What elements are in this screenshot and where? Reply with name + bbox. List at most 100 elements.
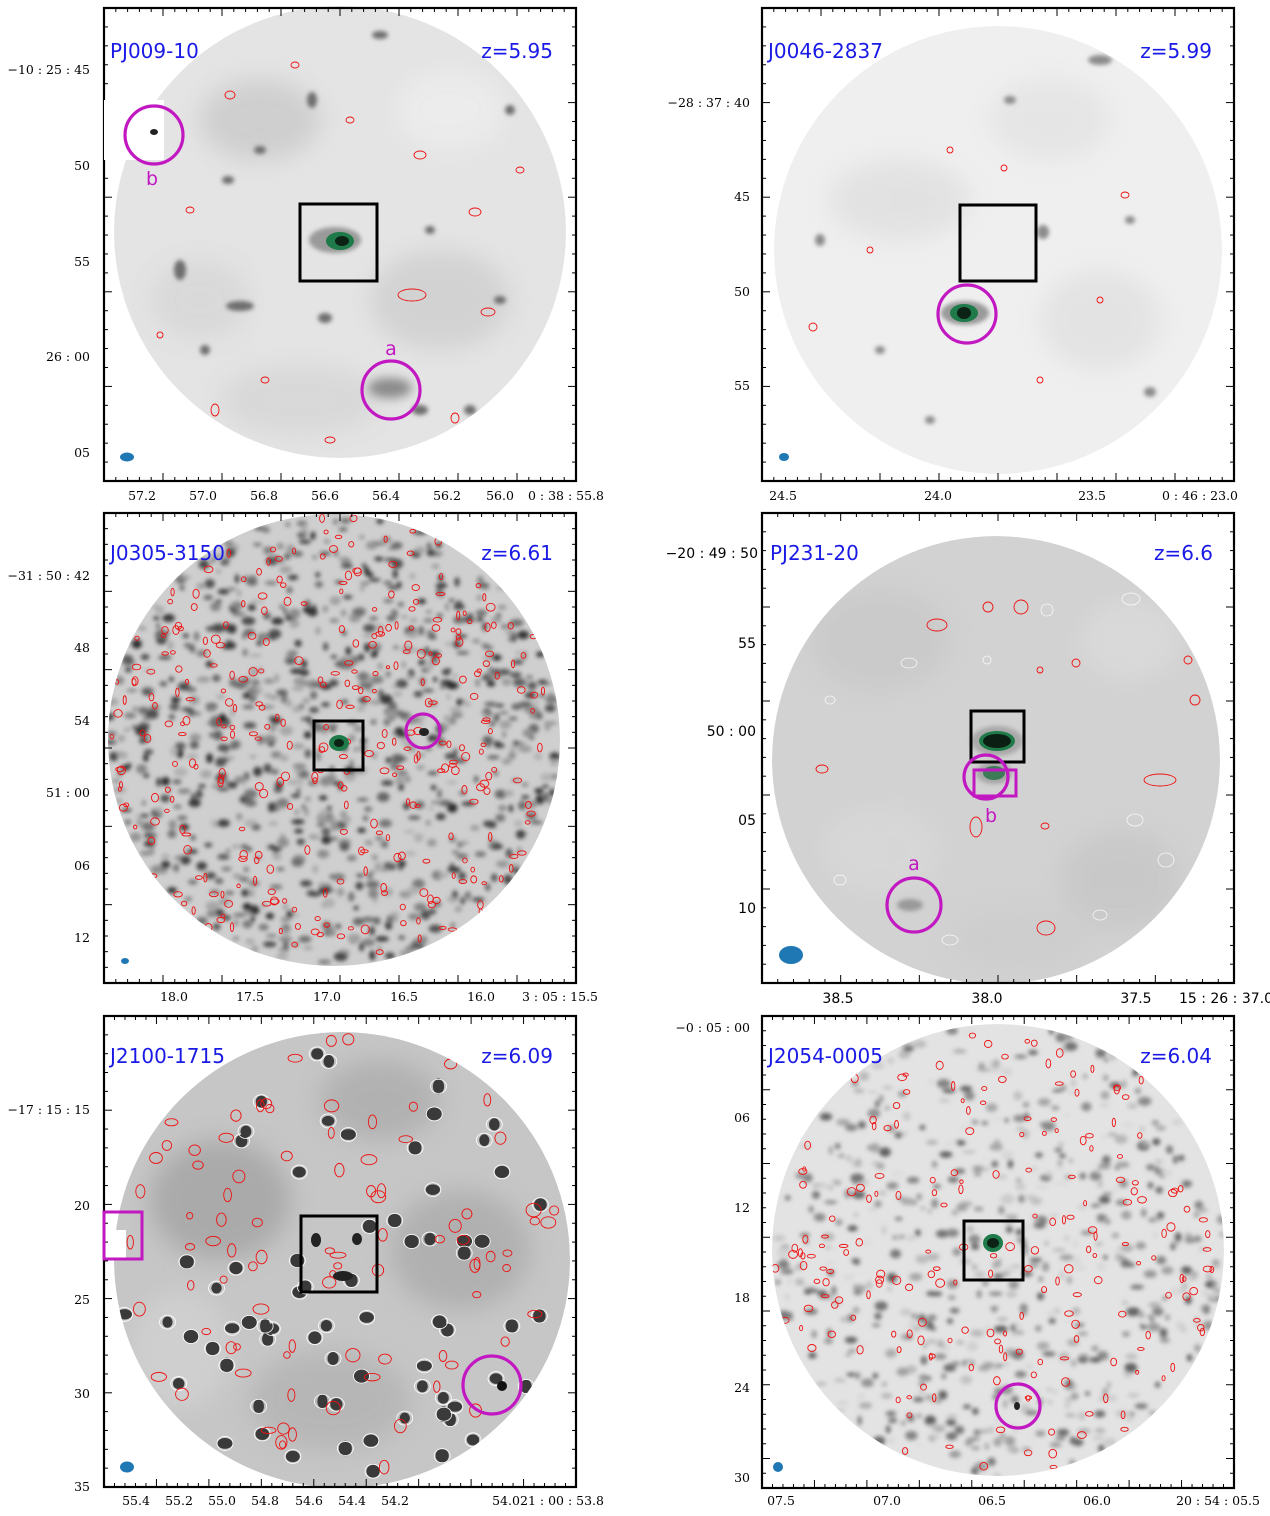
- negative-contour: [252, 875, 258, 886]
- negative-contour: [827, 1330, 836, 1339]
- noise-speckle: [198, 784, 206, 789]
- noise-speckle: [212, 922, 221, 931]
- noise-speckle: [902, 1375, 909, 1380]
- noise-speckle: [334, 923, 342, 929]
- noise-speckle: [1070, 1078, 1076, 1088]
- negative-contour: [225, 1341, 237, 1355]
- noise-speckle: [393, 691, 403, 697]
- noise-speckle: [476, 616, 484, 622]
- negative-contour: [391, 737, 397, 746]
- negative-contour: [1121, 1241, 1129, 1247]
- noise-speckle: [984, 1442, 990, 1451]
- noise-speckle: [1098, 1195, 1111, 1205]
- noise-speckle: [453, 748, 458, 755]
- negative-contour: [408, 625, 414, 631]
- noise-speckle: [370, 719, 377, 725]
- noise-speckle: [314, 581, 324, 588]
- noise-speckle: [964, 1090, 975, 1101]
- noise-speckle: [481, 712, 490, 717]
- x-tick-label: 54.6: [295, 1493, 323, 1508]
- negative-contour: [906, 1329, 913, 1339]
- noise-speckle: [1004, 1118, 1009, 1123]
- negative-contour: [376, 741, 385, 750]
- negative-contour: [482, 717, 491, 722]
- noise-speckle: [1125, 1353, 1138, 1360]
- noise-speckle: [131, 639, 142, 649]
- negative-contour: [813, 1278, 821, 1284]
- noise-speckle: [1094, 1241, 1104, 1247]
- noise-speckle: [903, 1045, 914, 1052]
- noise-speckle: [427, 838, 437, 847]
- noise-speckle: [196, 678, 209, 684]
- noise-speckle: [894, 1217, 903, 1221]
- negative-contour: [219, 1275, 228, 1284]
- companion-label-a: a: [908, 853, 920, 875]
- noise-speckle: [495, 703, 505, 708]
- negative-contour: [929, 1176, 936, 1184]
- negative-contour: [180, 900, 188, 907]
- noise-speckle: [226, 587, 237, 592]
- noise-speckle: [249, 653, 262, 658]
- noise-speckle: [450, 922, 456, 928]
- negative-contour: [979, 1461, 989, 1471]
- noise-speckle: [834, 1142, 841, 1150]
- negative-contour: [311, 771, 319, 782]
- x-tick-label: 38.5: [822, 991, 853, 1007]
- negative-contour: [494, 1131, 507, 1145]
- noise-speckle: [877, 1190, 887, 1196]
- noise-speckle: [898, 1091, 907, 1097]
- negative-contour: [1118, 1310, 1127, 1318]
- positive-source: [466, 1434, 480, 1446]
- negative-contour: [482, 660, 490, 667]
- noise-speckle: [412, 878, 425, 889]
- negative-contour: [448, 1218, 462, 1233]
- noise-speckle: [1059, 1270, 1065, 1280]
- noise-speckle: [966, 1225, 975, 1234]
- positive-source: [220, 1357, 234, 1373]
- negative-contour: [875, 1275, 885, 1284]
- noise-speckle: [845, 1353, 851, 1357]
- negative-contour: [220, 688, 227, 694]
- noise-speckle: [1037, 1098, 1051, 1106]
- negative-contour: [150, 1371, 167, 1382]
- positive-contour: [421, 1231, 439, 1247]
- negative-contour: [826, 1268, 835, 1274]
- negative-contour: [498, 875, 504, 883]
- noise-speckle: [900, 1308, 912, 1316]
- negative-contour: [175, 665, 183, 673]
- noise-speckle: [1028, 1050, 1039, 1055]
- beam-ellipse: [773, 1462, 783, 1472]
- negative-contour: [998, 1075, 1007, 1083]
- negative-contour: [474, 670, 481, 678]
- negative-contour: [855, 1238, 863, 1247]
- x-tick-label: 20 : 54 : 05.5: [1176, 1493, 1260, 1508]
- noise-speckle: [1011, 1396, 1019, 1404]
- noise-speckle: [1154, 1159, 1163, 1164]
- noise-speckle: [291, 857, 304, 867]
- negative-contour: [932, 1393, 937, 1403]
- noise-speckle: [987, 1457, 996, 1466]
- negative-contour: [458, 879, 468, 884]
- noise-speckle: [172, 779, 182, 785]
- negative-contour: [875, 1279, 883, 1288]
- quasar-emission: [983, 1234, 1003, 1252]
- noise-speckle: [212, 674, 221, 682]
- noise-speckle: [1111, 1232, 1120, 1239]
- noise-speckle: [111, 778, 121, 784]
- negative-contour: [520, 652, 527, 659]
- noise-speckle: [971, 1263, 978, 1271]
- noise-speckle: [186, 753, 199, 760]
- noise-speckle: [508, 804, 514, 813]
- positive-contour: [430, 1078, 447, 1094]
- noise-speckle: [882, 1085, 894, 1090]
- negative-contour: [375, 830, 383, 836]
- negative-contour: [481, 881, 487, 886]
- noise-speckle: [271, 617, 284, 625]
- noise-speckle: [250, 915, 255, 922]
- negative-contour: [161, 1140, 173, 1151]
- noise-speckle: [835, 1219, 843, 1226]
- noise-speckle: [446, 780, 458, 785]
- negative-contour: [894, 1119, 899, 1129]
- negative-contour: [381, 890, 388, 896]
- negative-contour: [940, 1202, 948, 1208]
